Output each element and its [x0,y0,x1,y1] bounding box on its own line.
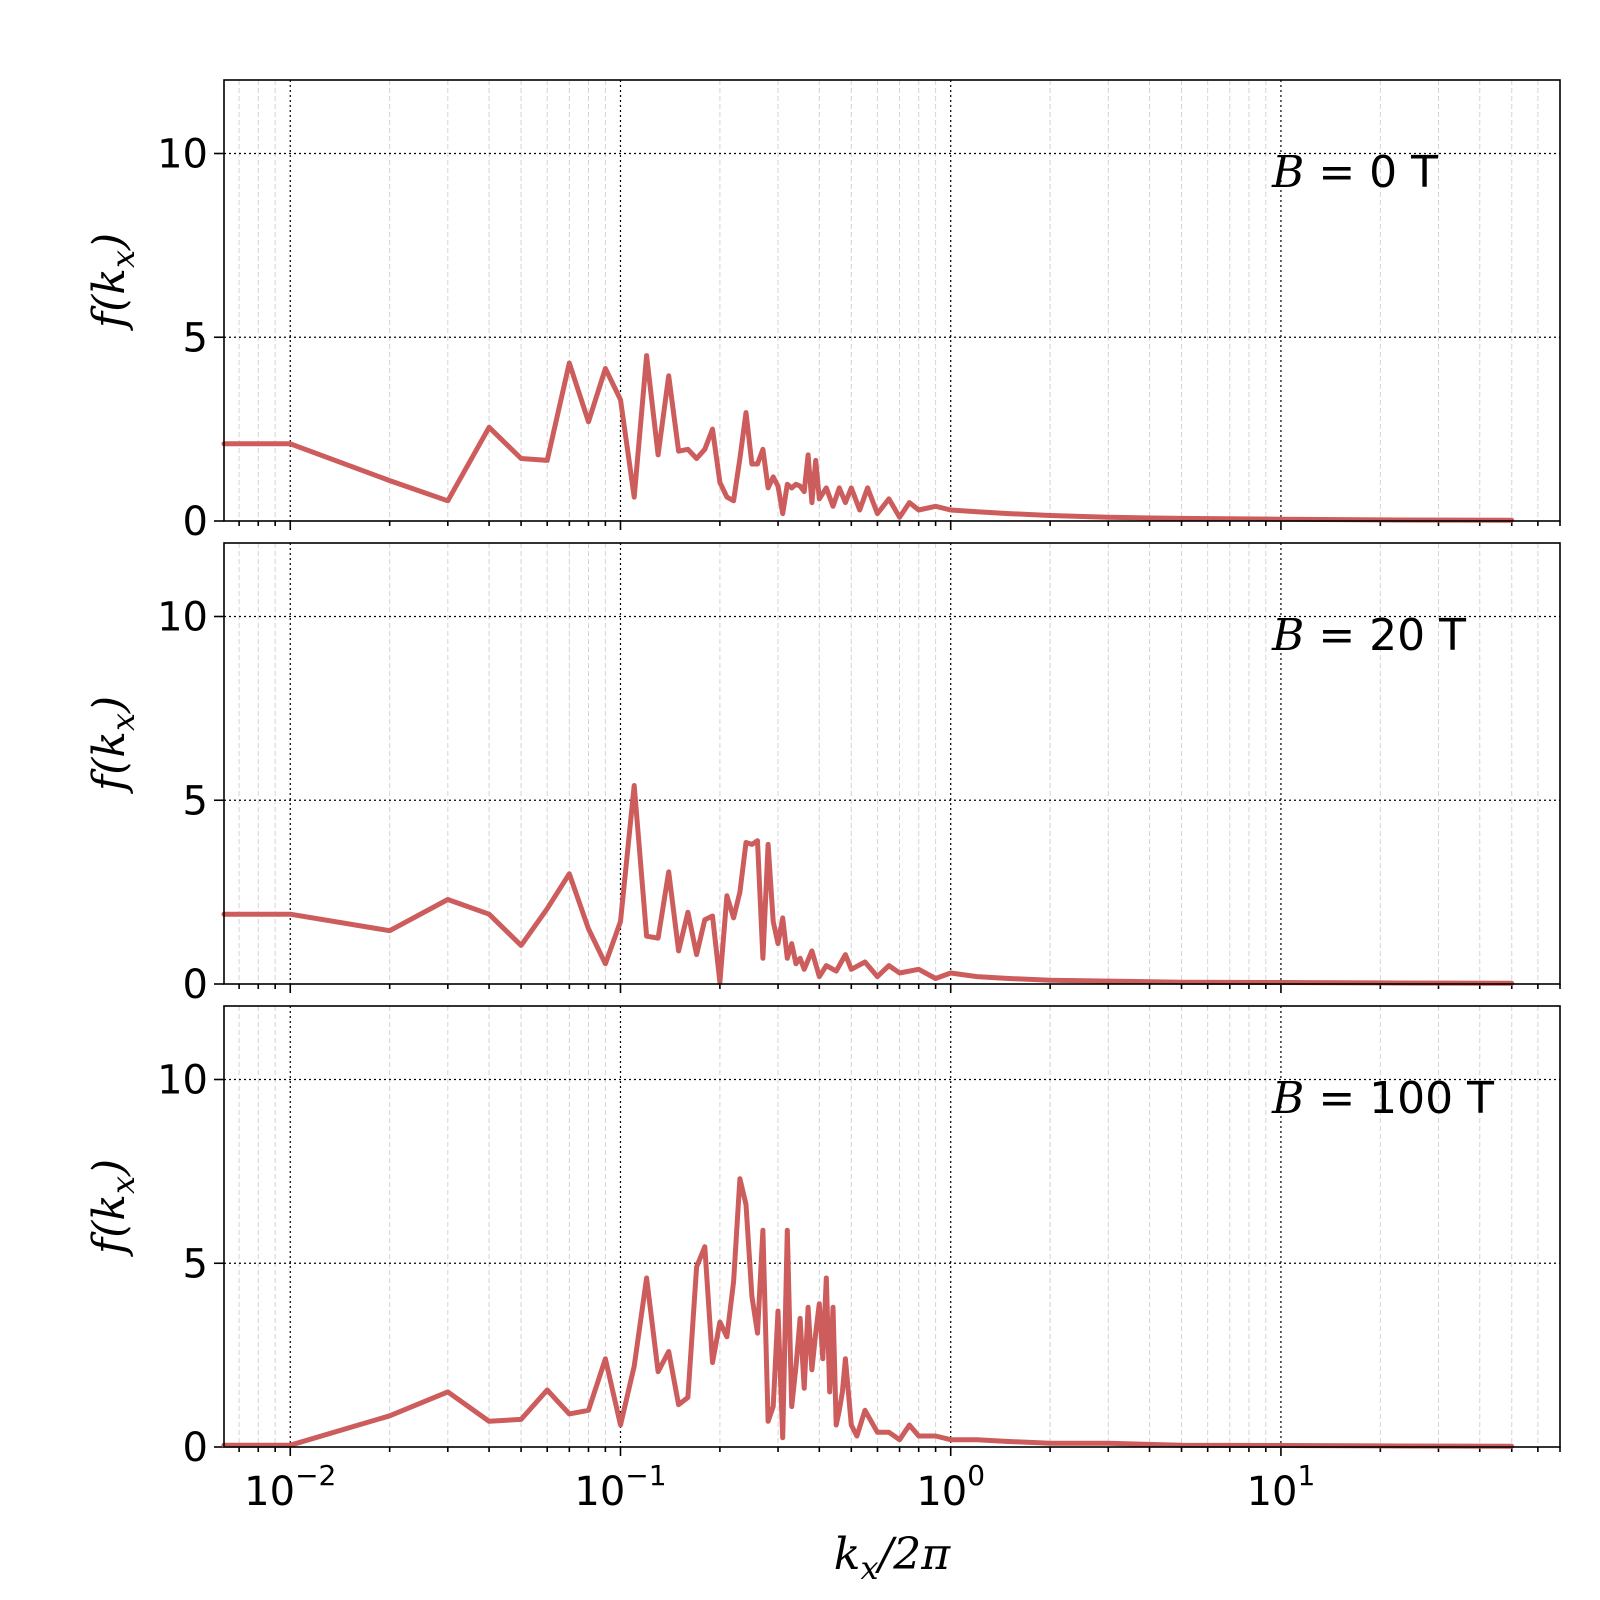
axes-frame [223,542,1561,985]
x-tick-base: 10 [1247,1469,1298,1515]
y-label-base: f(k [84,731,135,794]
series-line [221,353,1515,523]
y-tick-label: 10 [157,1058,208,1104]
x-tick-exponent: 1 [1297,1459,1315,1492]
annotation-value: = 100 T [1304,1073,1494,1124]
x-tick-label: 10−1 [574,1459,666,1515]
y-label-close: ) [84,696,135,714]
x-tick-exponent: 0 [967,1459,985,1492]
y-axis-label: f(kx) [84,233,142,331]
y-tick-label: 0 [183,499,208,545]
y-tick-label: 0 [183,1425,208,1471]
field-annotation: B = 20 T [1271,610,1466,661]
y-tick-label: 10 [157,132,208,178]
axes-frame [223,1005,1561,1448]
y-tick-label: 5 [183,1241,208,1287]
x-tick-base: 10 [916,1469,967,1515]
annotation-var: B [1271,147,1304,198]
panel-b-20: 0 5 10 B = 20 T f(kx) [84,542,1561,1008]
y-tick-label: 5 [183,315,208,361]
x-axis-label: kx/2π [834,1529,952,1587]
x-label-rest: /2π [874,1529,951,1580]
x-tick-exponent: −1 [625,1459,666,1492]
x-tick-label: 101 [1247,1459,1316,1515]
y-tick-label: 10 [157,595,208,641]
y-label-close: ) [84,233,135,251]
series-line [221,1176,1515,1449]
panel-b-100: 0 5 10 B = 100 T f(kx) [84,1005,1561,1471]
panel-b-0: 0 5 10 B = 0 T f(kx) [84,79,1561,545]
x-tick-label: 100 [916,1459,985,1515]
annotation-var: B [1271,610,1304,661]
axes-frame [223,79,1561,522]
y-label-close: ) [84,1159,135,1177]
y-label-base: f(k [84,268,135,331]
field-annotation: B = 0 T [1271,147,1438,198]
x-label-base: k [834,1529,861,1580]
x-tick-exponent: −2 [295,1459,336,1492]
field-annotation: B = 100 T [1271,1073,1494,1124]
y-axis-label: f(kx) [84,1159,142,1257]
series-line [221,783,1515,986]
y-tick-label: 0 [183,962,208,1008]
annotation-value: = 20 T [1304,610,1466,661]
y-label-base: f(k [84,1194,135,1257]
x-tick-base: 10 [244,1469,295,1515]
x-label-subscript: x [860,1549,878,1587]
y-label-subscript: x [104,713,142,731]
y-axis-label: f(kx) [84,696,142,794]
x-tick-base: 10 [574,1469,625,1515]
annotation-value: = 0 T [1304,147,1438,198]
annotation-var: B [1271,1073,1304,1124]
x-tick-label: 10−2 [244,1459,336,1515]
y-tick-label: 5 [183,778,208,824]
y-label-subscript: x [104,250,142,268]
y-label-subscript: x [104,1176,142,1194]
